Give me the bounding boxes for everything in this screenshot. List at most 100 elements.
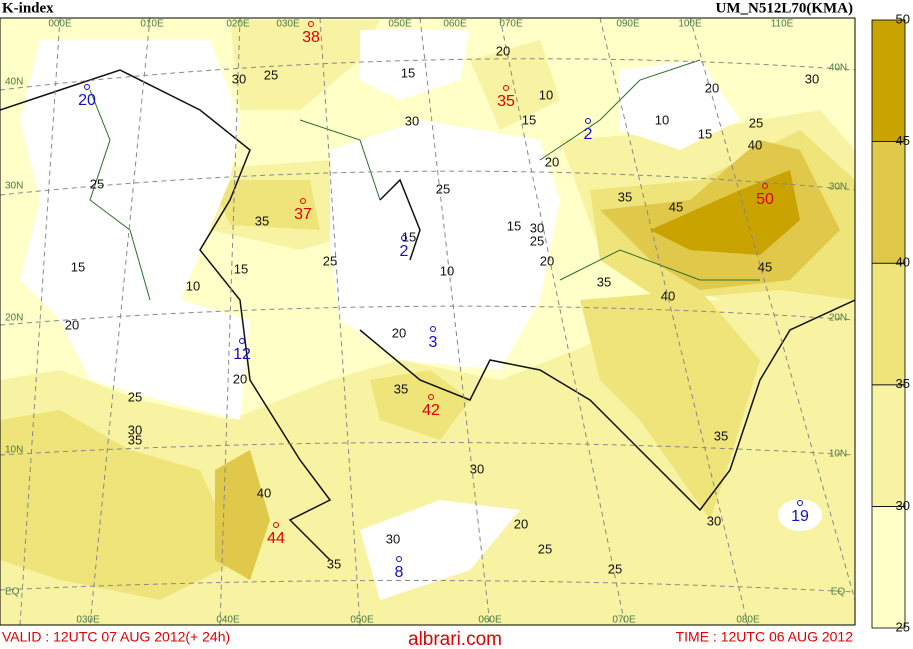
center-value: 35 bbox=[497, 93, 515, 110]
center-marker bbox=[300, 198, 306, 204]
shade-35 bbox=[370, 370, 470, 440]
center-value: 37 bbox=[294, 206, 312, 223]
contour-label: 25 bbox=[530, 233, 544, 248]
grid-label: 110E bbox=[771, 19, 794, 30]
center-value: 2 bbox=[400, 243, 409, 260]
contour-label: 25 bbox=[436, 181, 450, 196]
contour-label: 30 bbox=[405, 113, 419, 128]
colorbar-segment bbox=[871, 384, 906, 507]
colorbar-segment bbox=[871, 262, 906, 386]
contour-label: 35 bbox=[394, 381, 408, 396]
map-labels: 40N 30N 20N 10N EQ 40N 30N 20N 10N EQ 000E 010E 020E… bbox=[5, 19, 847, 626]
contour-label: 45 bbox=[669, 199, 683, 214]
colorbar-segment bbox=[871, 505, 906, 629]
contour-label: 40 bbox=[661, 288, 675, 303]
contour-label: 15 bbox=[522, 112, 536, 127]
center-value: 19 bbox=[791, 508, 809, 525]
center-value: 2 bbox=[584, 126, 593, 143]
border bbox=[89, 59, 760, 301]
contour-label: 25 bbox=[323, 253, 337, 268]
grid-label: 40N bbox=[5, 77, 23, 88]
init-time: TIME : 12UTC 06 AUG 2012 bbox=[676, 629, 854, 645]
colorbar-segment bbox=[871, 19, 906, 142]
colorbar-label: 35 bbox=[896, 376, 910, 391]
center-marker bbox=[585, 118, 591, 124]
grid-label: 050E bbox=[388, 19, 412, 30]
shade-40 bbox=[215, 450, 270, 580]
center-marker bbox=[84, 84, 90, 90]
contour-label: 20 bbox=[540, 253, 554, 268]
contour-label: 10 bbox=[440, 263, 454, 278]
contour-label: 25 bbox=[538, 541, 552, 556]
grid-label: 030E bbox=[276, 19, 300, 30]
low-area bbox=[620, 60, 740, 150]
contour-label: 35 bbox=[597, 274, 611, 289]
contour-label: 20 bbox=[545, 154, 559, 169]
contour-label: 10 bbox=[186, 278, 200, 293]
contour-label: 40 bbox=[748, 137, 762, 152]
center-value: 38 bbox=[302, 29, 320, 46]
contour-label: 30 bbox=[805, 71, 819, 86]
graticule bbox=[0, 18, 855, 625]
center-marker bbox=[396, 556, 402, 562]
grid-label: 050E bbox=[350, 615, 374, 626]
center-marker bbox=[273, 522, 279, 528]
map-title: K-index bbox=[2, 0, 54, 16]
contour-label: 20 bbox=[65, 317, 79, 332]
contour-label: 30 bbox=[232, 71, 246, 86]
contour-label: 45 bbox=[758, 259, 772, 274]
contour-label: 30 bbox=[530, 220, 544, 235]
grid-label: 30N bbox=[829, 182, 847, 193]
contour-label: 20 bbox=[705, 80, 719, 95]
low-area bbox=[330, 120, 560, 370]
contour-label: 15 bbox=[234, 261, 248, 276]
contour-label: 35 bbox=[618, 189, 632, 204]
colorbar-segment bbox=[871, 141, 906, 264]
colorbar-label: 30 bbox=[896, 498, 910, 513]
grid-label: EQ bbox=[831, 587, 846, 598]
contour-label: 20 bbox=[233, 371, 247, 386]
contour-label: 20 bbox=[496, 43, 510, 58]
contour-label: 25 bbox=[749, 115, 763, 130]
grid-label: 060E bbox=[478, 615, 502, 626]
contour-label: 20 bbox=[392, 325, 406, 340]
center-value: 44 bbox=[267, 530, 285, 547]
grid-label: 100E bbox=[678, 19, 702, 30]
contour-label: 15 bbox=[402, 229, 416, 244]
center-marker bbox=[428, 394, 434, 400]
center-marker bbox=[239, 338, 245, 344]
colorbar: 25 30 35 40 45 50 bbox=[871, 11, 910, 634]
center-marker bbox=[762, 183, 768, 189]
grid-label: 000E bbox=[48, 19, 72, 30]
shade-35 bbox=[580, 290, 760, 520]
grid-label: 070E bbox=[612, 615, 636, 626]
colorbar-label: 50 bbox=[896, 11, 910, 26]
low-area bbox=[360, 500, 520, 600]
contour-label: 30 bbox=[386, 531, 400, 546]
grid-label: 20N bbox=[5, 313, 23, 324]
contour-label: 35 bbox=[255, 213, 269, 228]
shade-30 bbox=[470, 40, 560, 130]
center-marker bbox=[503, 85, 509, 91]
grid-label: 10N bbox=[829, 449, 847, 460]
colorbar-label: 45 bbox=[896, 133, 910, 148]
contour-label: 35 bbox=[714, 428, 728, 443]
contour-label: 30 bbox=[470, 461, 484, 476]
contour-label: 30 bbox=[707, 513, 721, 528]
watermark: albrari.com bbox=[408, 629, 502, 649]
grid-label: 020E bbox=[226, 19, 250, 30]
contour-label: 30 bbox=[128, 422, 142, 437]
contour-label: 15 bbox=[401, 65, 415, 80]
grid-label: 040E bbox=[216, 615, 240, 626]
center-marker bbox=[430, 326, 436, 332]
valid-time: VALID : 12UTC 07 AUG 2012(+ 24h) bbox=[2, 629, 230, 645]
center-value: 50 bbox=[756, 191, 774, 208]
contour-label: 20 bbox=[514, 516, 528, 531]
contour-label: 10 bbox=[539, 87, 553, 102]
shade-35 bbox=[0, 410, 240, 600]
coastline bbox=[0, 69, 855, 561]
contour-label: 10 bbox=[655, 112, 669, 127]
low-area bbox=[360, 30, 470, 100]
center-marker bbox=[308, 21, 314, 27]
